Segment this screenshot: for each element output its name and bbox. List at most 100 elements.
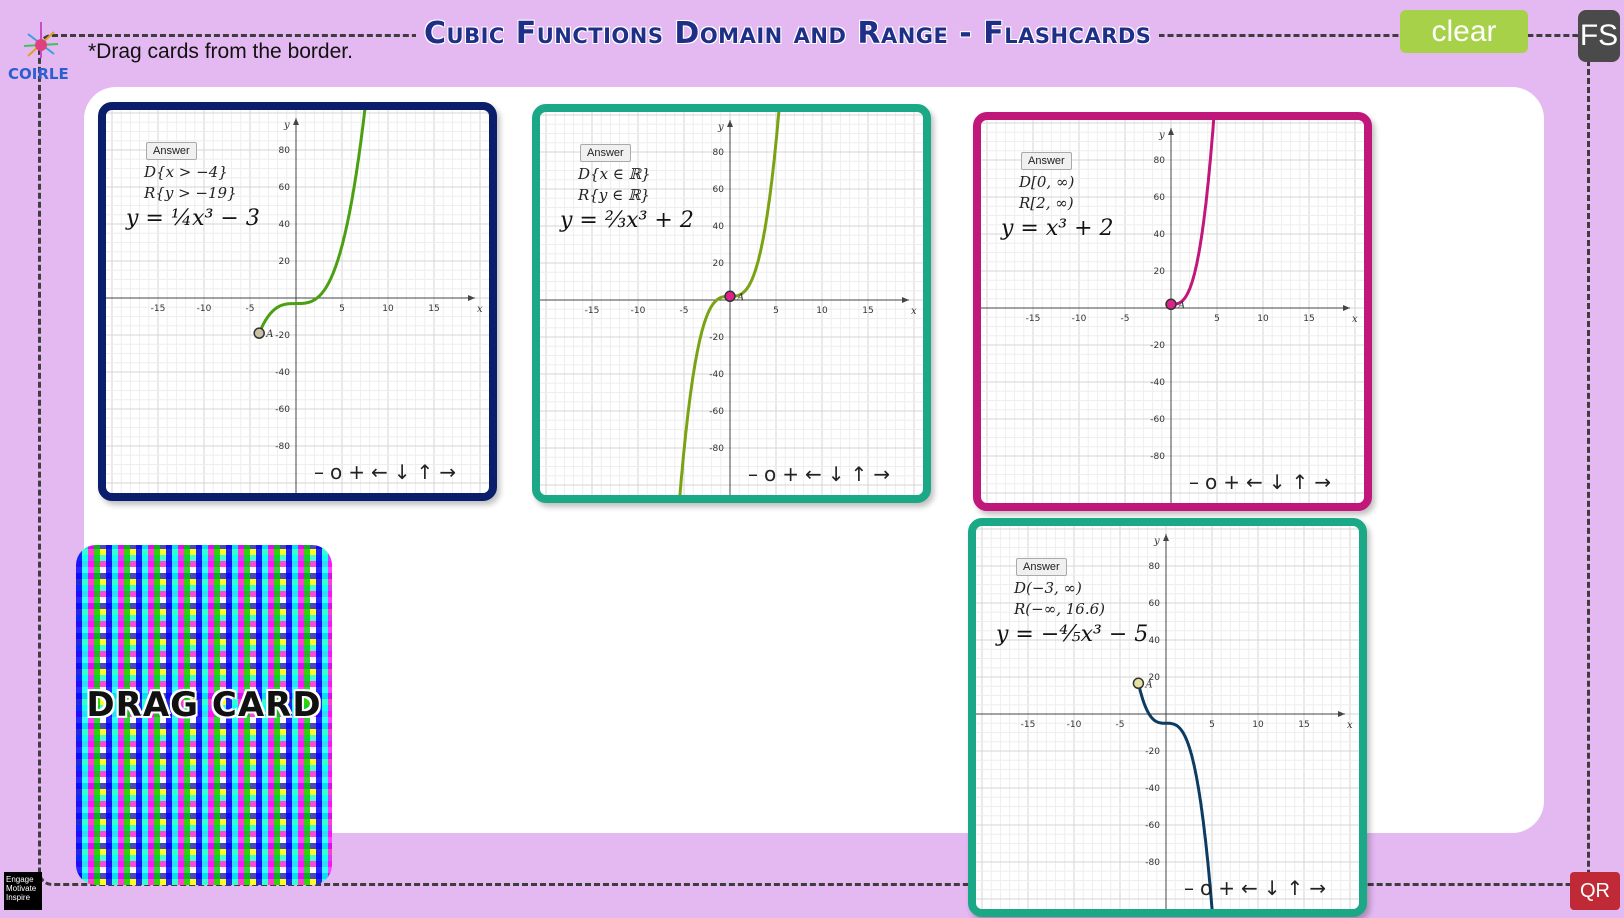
y-axis-arrow-icon (293, 118, 299, 125)
point-a-label: A (265, 329, 273, 340)
flashcard-3[interactable]: x y -15 -10 -5 5 10 15 80 60 40 20 -20 -40 -60 -80 A Ans… (973, 112, 1372, 511)
pan-left-button[interactable]: ← (371, 460, 394, 484)
zoom-out-button[interactable]: – (314, 460, 330, 484)
graph-controls: –o+←↓↑→ (1184, 876, 1332, 900)
y-tick-label: 20 (1149, 673, 1161, 683)
pan-right-button[interactable]: → (439, 460, 463, 484)
x-tick-label: -15 (1021, 720, 1036, 730)
y-tick-label: -80 (275, 442, 290, 452)
range-text: R{y > −19} (144, 184, 237, 202)
x-tick-label: 10 (1257, 314, 1269, 324)
point-a-handle[interactable] (724, 290, 736, 303)
flashcard-4[interactable]: x y -15 -10 -5 5 10 15 80 60 40 20 -20 -40 -60 -80 A Ans… (968, 518, 1367, 917)
answer-button[interactable]: Answer (580, 144, 631, 162)
pan-up-button[interactable]: ↑ (1286, 876, 1310, 900)
y-tick-label: -60 (1145, 821, 1160, 831)
point-a-label: A (1177, 300, 1185, 311)
x-tick-label: -15 (151, 304, 166, 314)
y-tick-label: 80 (1154, 156, 1166, 166)
flashcard-2[interactable]: x y -15 -10 -5 5 10 15 80 60 40 20 -20 -40 -60 -80 A Ans… (532, 104, 931, 503)
flashcard-1[interactable]: x y -15 -10 -5 5 10 15 80 60 40 20 -20 -40 -60 -80 A Ans… (98, 102, 497, 501)
x-axis-arrow-icon (902, 297, 909, 303)
y-tick-label: -20 (275, 331, 290, 341)
coirle-logo: COIRLE (8, 22, 69, 83)
drag-card-deck[interactable]: DRAG CARD (76, 545, 332, 885)
pan-right-button[interactable]: → (1309, 876, 1333, 900)
y-tick-label: 60 (1154, 193, 1166, 203)
x-axis-label: x (1352, 314, 1358, 325)
y-tick-label: -80 (709, 444, 724, 454)
reset-view-button[interactable]: o (1205, 470, 1224, 494)
y-tick-label: 20 (1154, 267, 1166, 277)
zoom-in-button[interactable]: + (782, 462, 806, 486)
point-a-handle[interactable] (1165, 298, 1177, 311)
x-tick-label: 5 (1209, 720, 1215, 730)
fullscreen-button[interactable]: FS (1578, 10, 1620, 62)
graph-canvas[interactable]: x y -15 -10 -5 5 10 15 80 60 40 20 -20 -40 -60 -80 A (540, 112, 923, 495)
pan-left-button[interactable]: ← (805, 462, 828, 486)
zoom-out-button[interactable]: – (748, 462, 764, 486)
x-tick-label: 15 (862, 306, 873, 316)
x-tick-label: 10 (1252, 720, 1264, 730)
zoom-in-button[interactable]: + (348, 460, 372, 484)
y-tick-label: 40 (1154, 230, 1166, 240)
reset-view-button[interactable]: o (1200, 876, 1219, 900)
point-a-handle[interactable] (253, 327, 265, 339)
answer-button[interactable]: Answer (1021, 152, 1072, 170)
domain-text: D{x > −4} (144, 163, 228, 181)
y-tick-label: 80 (1149, 562, 1161, 572)
badge-line: Motivate (6, 884, 37, 893)
domain-text: D{x ∈ ℝ} (578, 165, 651, 183)
equation-text: y = x³ + 2 (1001, 216, 1114, 241)
x-tick-label: 15 (1303, 314, 1314, 324)
answer-button[interactable]: Answer (146, 142, 197, 160)
y-tick-label: 40 (279, 220, 291, 230)
x-tick-label: -5 (1121, 314, 1130, 324)
y-axis-arrow-icon (1163, 534, 1169, 541)
reset-view-button[interactable]: o (330, 460, 349, 484)
pan-down-button[interactable]: ↓ (393, 460, 417, 484)
pan-right-button[interactable]: → (873, 462, 897, 486)
grid-lines (976, 526, 1359, 909)
pan-down-button[interactable]: ↓ (1263, 876, 1287, 900)
pan-down-button[interactable]: ↓ (827, 462, 851, 486)
y-tick-label: 20 (713, 259, 725, 269)
y-tick-label: 80 (279, 146, 291, 156)
clear-button[interactable]: clear (1400, 10, 1528, 53)
y-tick-label: -20 (709, 333, 724, 343)
x-axis-arrow-icon (1338, 711, 1345, 717)
graph-canvas[interactable]: x y -15 -10 -5 5 10 15 80 60 40 20 -20 -40 -60 -80 A (106, 110, 489, 493)
x-tick-label: -10 (1072, 314, 1087, 324)
instruction-text: *Drag cards from the border. (86, 40, 355, 64)
function-curve (257, 110, 367, 334)
zoom-out-button[interactable]: – (1184, 876, 1200, 900)
graph-canvas[interactable]: x y -15 -10 -5 5 10 15 80 60 40 20 -20 -40 -60 -80 A (981, 120, 1364, 503)
pan-right-button[interactable]: → (1314, 470, 1338, 494)
graph-canvas[interactable]: x y -15 -10 -5 5 10 15 80 60 40 20 -20 -40 -60 -80 A (976, 526, 1359, 909)
y-tick-label: 60 (713, 185, 725, 195)
reset-view-button[interactable]: o (764, 462, 783, 486)
zoom-out-button[interactable]: – (1189, 470, 1205, 494)
range-text: R{y ∈ ℝ} (578, 186, 650, 204)
y-axis-label: y (1153, 536, 1160, 547)
equation-text: y = ⅔x³ + 2 (560, 208, 694, 233)
pan-up-button[interactable]: ↑ (416, 460, 440, 484)
x-tick-label: -5 (1116, 720, 1125, 730)
pan-down-button[interactable]: ↓ (1268, 470, 1292, 494)
answer-button[interactable]: Answer (1016, 558, 1067, 576)
zoom-in-button[interactable]: + (1223, 470, 1247, 494)
qr-button[interactable]: QR (1570, 872, 1620, 910)
x-axis-label: x (1347, 720, 1353, 731)
x-tick-label: 5 (339, 304, 345, 314)
pan-up-button[interactable]: ↑ (1291, 470, 1315, 494)
badge-line: Engage (6, 875, 34, 884)
equation-text: y = −⅘x³ − 5 (996, 622, 1149, 647)
pan-left-button[interactable]: ← (1241, 876, 1264, 900)
pan-left-button[interactable]: ← (1246, 470, 1269, 494)
zoom-in-button[interactable]: + (1218, 876, 1242, 900)
graph-controls: –o+←↓↑→ (314, 460, 462, 484)
svg-text:COIRLE: COIRLE (8, 65, 69, 83)
range-text: R(−∞, 16.6) (1014, 600, 1105, 618)
point-a-handle[interactable] (1132, 677, 1145, 690)
pan-up-button[interactable]: ↑ (850, 462, 874, 486)
